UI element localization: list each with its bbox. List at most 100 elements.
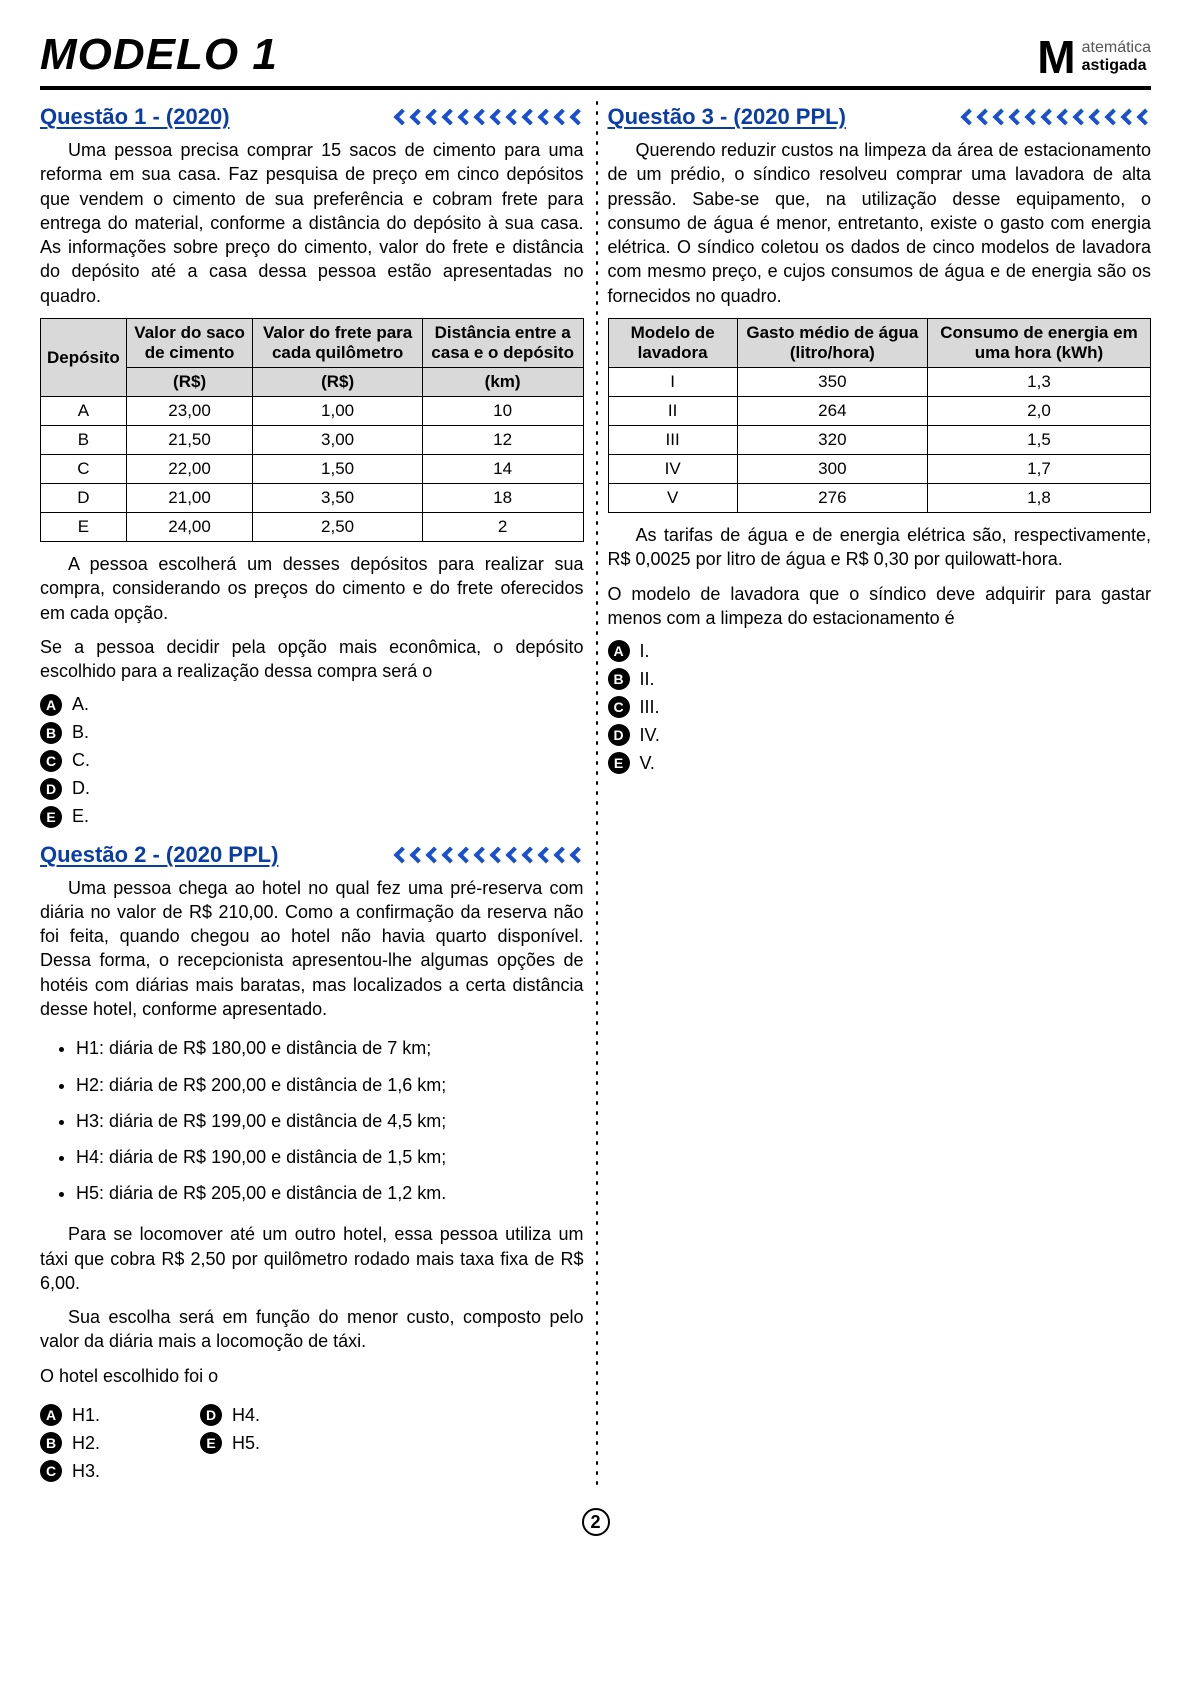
chevron-icon <box>993 109 1007 125</box>
left-column: Questão 1 - (2020) Uma pessoa precisa co… <box>40 98 596 1488</box>
table-cell: 1,00 <box>253 397 422 426</box>
chevron-icon <box>442 847 456 863</box>
option-label: H4. <box>232 1405 260 1426</box>
option-marker-icon: B <box>40 1432 62 1454</box>
table-cell: A <box>41 397 127 426</box>
table-cell: 1,8 <box>927 484 1150 513</box>
q2-bullets: H1: diária de R$ 180,00 e distância de 7… <box>76 1031 584 1210</box>
q2-paragraph-3: Sua escolha será em função do menor cust… <box>40 1305 584 1354</box>
chevron-icon <box>442 109 456 125</box>
chevron-icon <box>570 847 584 863</box>
option-item[interactable]: A I. <box>608 640 1152 662</box>
option-item[interactable]: AA. <box>40 694 584 716</box>
q1-paragraph-3: Se a pessoa decidir pela opção mais econ… <box>40 635 584 684</box>
option-label: IV. <box>640 725 660 746</box>
question-3-title: Questão 3 - (2020 PPL) <box>608 104 846 130</box>
option-item[interactable]: EV. <box>608 752 1152 774</box>
option-marker-icon: A <box>608 640 630 662</box>
table-cell: C <box>41 455 127 484</box>
chevron-decoration <box>961 109 1151 125</box>
q3-paragraph-2: As tarifas de água e de energia elétrica… <box>608 523 1152 572</box>
chevron-icon <box>394 109 408 125</box>
table-cell: 276 <box>737 484 927 513</box>
chevron-icon <box>1041 109 1055 125</box>
table-cell: 18 <box>422 484 583 513</box>
table-cell: D <box>41 484 127 513</box>
q1-th-frete: Valor do frete para cada quilômetro <box>253 319 422 368</box>
option-item[interactable]: DH4. <box>200 1404 260 1426</box>
chevron-icon <box>554 109 568 125</box>
option-marker-icon: E <box>608 752 630 774</box>
option-item[interactable]: BII. <box>608 668 1152 690</box>
table-cell: 1,5 <box>927 426 1150 455</box>
table-cell: 264 <box>737 397 927 426</box>
table-cell: 2 <box>422 513 583 542</box>
option-marker-icon: B <box>40 722 62 744</box>
option-label: H5. <box>232 1433 260 1454</box>
list-item: H4: diária de R$ 190,00 e distância de 1… <box>76 1140 584 1174</box>
table-row: E24,002,502 <box>41 513 584 542</box>
table-row: II2642,0 <box>608 397 1151 426</box>
option-label: B. <box>72 722 89 743</box>
chevron-icon <box>1121 109 1135 125</box>
chevron-icon <box>538 109 552 125</box>
logo-text: atemática astigada <box>1082 39 1151 74</box>
table-cell: III <box>608 426 737 455</box>
table-cell: V <box>608 484 737 513</box>
question-2-title: Questão 2 - (2020 PPL) <box>40 842 278 868</box>
q2-paragraph-4: O hotel escolhido foi o <box>40 1364 584 1388</box>
table-row: I3501,3 <box>608 368 1151 397</box>
table-cell: 3,00 <box>253 426 422 455</box>
content-columns: Questão 1 - (2020) Uma pessoa precisa co… <box>40 98 1151 1488</box>
option-item[interactable]: B B. <box>40 722 584 744</box>
q1-th-u2: (R$) <box>253 368 422 397</box>
q2-options: A H1. BH2. CH3. DH4. EH5. <box>40 1398 584 1488</box>
option-item[interactable]: EE. <box>40 806 584 828</box>
option-marker-icon: C <box>608 696 630 718</box>
option-label: III. <box>640 697 660 718</box>
chevron-icon <box>474 109 488 125</box>
question-3-header: Questão 3 - (2020 PPL) <box>608 104 1152 130</box>
option-item[interactable]: DD. <box>40 778 584 800</box>
option-marker-icon: C <box>40 1460 62 1482</box>
q3-paragraph-3: O modelo de lavadora que o síndico deve … <box>608 582 1152 631</box>
list-item: H5: diária de R$ 205,00 e distância de 1… <box>76 1176 584 1210</box>
q3-options: A I. BII. C III. D IV. EV. <box>608 640 1152 774</box>
table-cell: I <box>608 368 737 397</box>
option-item[interactable]: EH5. <box>200 1432 260 1454</box>
option-item[interactable]: CH3. <box>40 1460 100 1482</box>
logo-line-1: atemática <box>1082 39 1151 57</box>
option-label: H1. <box>72 1405 100 1426</box>
option-marker-icon: D <box>608 724 630 746</box>
option-item[interactable]: A H1. <box>40 1404 100 1426</box>
chevron-decoration <box>394 109 584 125</box>
chevron-icon <box>1089 109 1103 125</box>
q2-options-left: A H1. BH2. CH3. <box>40 1398 100 1488</box>
table-row: V2761,8 <box>608 484 1151 513</box>
option-marker-icon: A <box>40 1404 62 1426</box>
option-item[interactable]: C III. <box>608 696 1152 718</box>
option-marker-icon: D <box>40 778 62 800</box>
option-item[interactable]: BH2. <box>40 1432 100 1454</box>
q3-paragraph-1: Querendo reduzir custos na limpeza da ár… <box>608 138 1152 308</box>
table-cell: 2,0 <box>927 397 1150 426</box>
q3-th-2: Consumo de energia em uma hora (kWh) <box>927 319 1150 368</box>
chevron-icon <box>554 847 568 863</box>
logo-line-2: astigada <box>1082 57 1151 75</box>
q3-table: Modelo de lavadora Gasto médio de água (… <box>608 318 1152 513</box>
table-cell: 12 <box>422 426 583 455</box>
chevron-icon <box>570 109 584 125</box>
q1-th-dist: Distância entre a casa e o depósito <box>422 319 583 368</box>
table-cell: 10 <box>422 397 583 426</box>
chevron-icon <box>538 847 552 863</box>
option-label: I. <box>640 641 650 662</box>
chevron-icon <box>1009 109 1023 125</box>
chevron-decoration <box>394 847 584 863</box>
page-number: 2 <box>40 1508 1151 1536</box>
chevron-icon <box>426 109 440 125</box>
option-item[interactable]: CC. <box>40 750 584 772</box>
option-item[interactable]: D IV. <box>608 724 1152 746</box>
chevron-icon <box>977 109 991 125</box>
q1-th-saco: Valor do saco de cimento <box>126 319 253 368</box>
table-cell: 21,50 <box>126 426 253 455</box>
